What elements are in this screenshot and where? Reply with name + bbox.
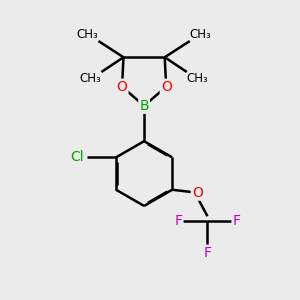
Text: F: F <box>203 246 211 260</box>
Text: O: O <box>192 186 203 200</box>
Text: F: F <box>232 214 241 228</box>
Text: CH₃: CH₃ <box>80 72 101 85</box>
Text: Cl: Cl <box>70 150 84 164</box>
Text: CH₃: CH₃ <box>77 28 98 41</box>
Text: CH₃: CH₃ <box>187 72 208 85</box>
Text: F: F <box>175 214 182 228</box>
Text: CH₃: CH₃ <box>190 28 212 41</box>
Text: B: B <box>139 99 149 113</box>
Text: O: O <box>117 80 128 94</box>
Text: O: O <box>161 80 172 94</box>
